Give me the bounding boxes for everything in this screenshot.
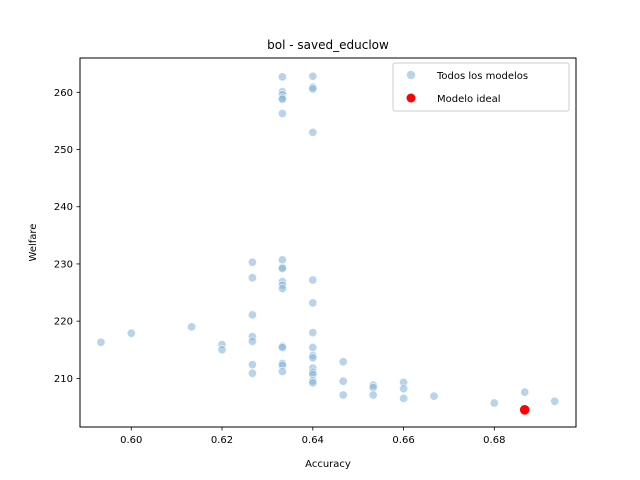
y-axis-label: Welfare bbox=[28, 224, 39, 262]
data-point bbox=[277, 263, 287, 273]
y-tick-label: 230 bbox=[54, 259, 73, 270]
points-layer bbox=[96, 71, 560, 415]
legend-marker-ideal bbox=[406, 93, 416, 103]
data-point bbox=[429, 391, 439, 401]
y-tick-label: 250 bbox=[54, 145, 73, 156]
data-point bbox=[308, 84, 318, 94]
x-tick-label: 0.64 bbox=[302, 435, 324, 446]
data-point bbox=[338, 357, 348, 367]
data-point bbox=[308, 328, 318, 338]
data-point bbox=[277, 342, 287, 352]
data-point bbox=[247, 360, 257, 370]
data-point bbox=[308, 353, 318, 363]
legend-box bbox=[392, 62, 570, 112]
data-point bbox=[126, 328, 136, 338]
data-point bbox=[277, 284, 287, 294]
data-point bbox=[338, 390, 348, 400]
data-point bbox=[187, 322, 197, 332]
data-point bbox=[308, 275, 318, 285]
data-point bbox=[247, 257, 257, 267]
data-point bbox=[247, 368, 257, 378]
data-point bbox=[308, 342, 318, 352]
x-tick-label: 0.68 bbox=[483, 435, 505, 446]
data-point bbox=[399, 393, 409, 403]
plot-frame bbox=[79, 57, 577, 428]
x-axis-label: Accuracy bbox=[305, 459, 351, 470]
x-tick-label: 0.66 bbox=[392, 435, 414, 446]
data-point bbox=[308, 298, 318, 308]
data-point bbox=[308, 127, 318, 137]
data-point bbox=[277, 366, 287, 376]
data-point bbox=[247, 310, 257, 320]
chart-title: bol - saved_educlow bbox=[267, 38, 389, 52]
data-point bbox=[277, 94, 287, 104]
data-point bbox=[277, 72, 287, 82]
legend: Todos los modelos Modelo ideal bbox=[392, 62, 570, 112]
data-point bbox=[308, 378, 318, 388]
data-point bbox=[247, 273, 257, 283]
data-point bbox=[399, 384, 409, 394]
x-tick-label: 0.62 bbox=[211, 435, 233, 446]
data-point bbox=[277, 109, 287, 119]
ticks-layer: 0.60 0.62 0.64 0.66 0.68 210 220 230 240 250 260 bbox=[54, 88, 506, 446]
y-tick-label: 210 bbox=[54, 374, 73, 385]
y-tick-label: 220 bbox=[54, 317, 73, 328]
y-tick-label: 260 bbox=[54, 88, 73, 99]
data-point bbox=[277, 255, 287, 265]
data-point bbox=[338, 376, 348, 386]
data-point bbox=[368, 390, 378, 400]
data-point bbox=[368, 382, 378, 392]
legend-label-ideal: Modelo ideal bbox=[437, 94, 501, 105]
data-point bbox=[217, 345, 227, 355]
ideal-model-point bbox=[519, 405, 530, 415]
y-tick-label: 240 bbox=[54, 202, 73, 213]
data-point bbox=[489, 398, 499, 408]
data-point bbox=[96, 337, 106, 347]
x-tick-label: 0.60 bbox=[120, 435, 142, 446]
data-point bbox=[550, 396, 560, 406]
data-point bbox=[520, 387, 530, 397]
legend-label-todos: Todos los modelos bbox=[436, 71, 528, 82]
legend-marker-todos bbox=[406, 70, 416, 80]
data-point bbox=[247, 336, 257, 346]
data-point bbox=[308, 71, 318, 81]
